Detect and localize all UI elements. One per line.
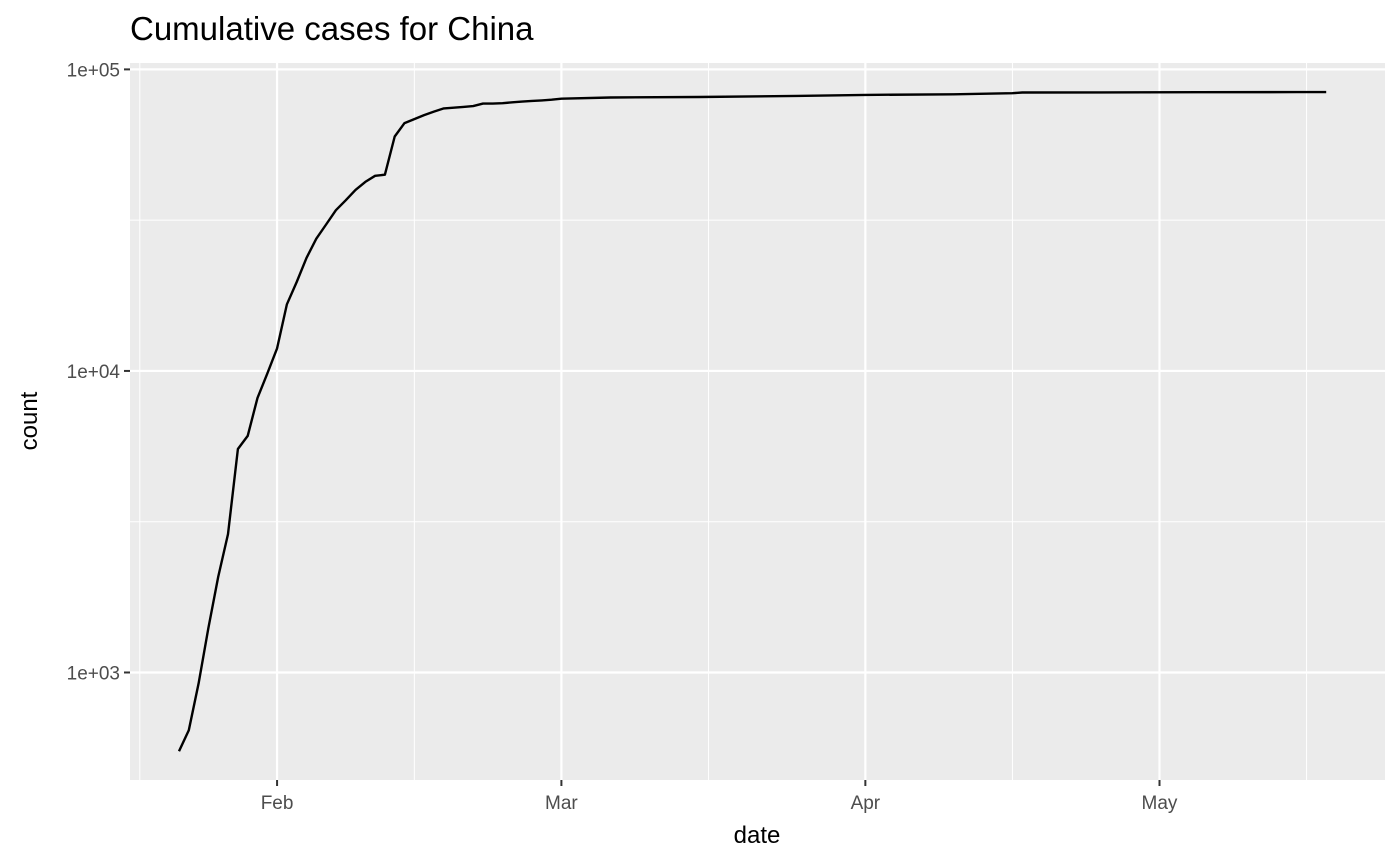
x-tick-label: Feb [261,793,294,814]
x-tick-label: May [1142,793,1178,814]
y-tick-label: 1e+03 [67,663,120,684]
x-tick-label: Apr [851,793,881,814]
major-gridlines [130,63,1385,780]
chart-title: Cumulative cases for China [130,10,534,47]
y-axis: 1e+03 1e+04 1e+05 [67,60,130,684]
x-axis: Feb Mar Apr May [261,780,1178,814]
plot-panel [130,63,1385,780]
x-tick-label: Mar [545,793,578,814]
series-line [177,90,1327,752]
y-tick-label: 1e+05 [67,60,120,81]
minor-gridlines [130,63,1385,780]
x-axis-title: date [734,822,781,849]
y-tick-label: 1e+04 [67,362,121,383]
series-layer [177,90,1327,752]
y-axis-title: count [16,391,43,450]
